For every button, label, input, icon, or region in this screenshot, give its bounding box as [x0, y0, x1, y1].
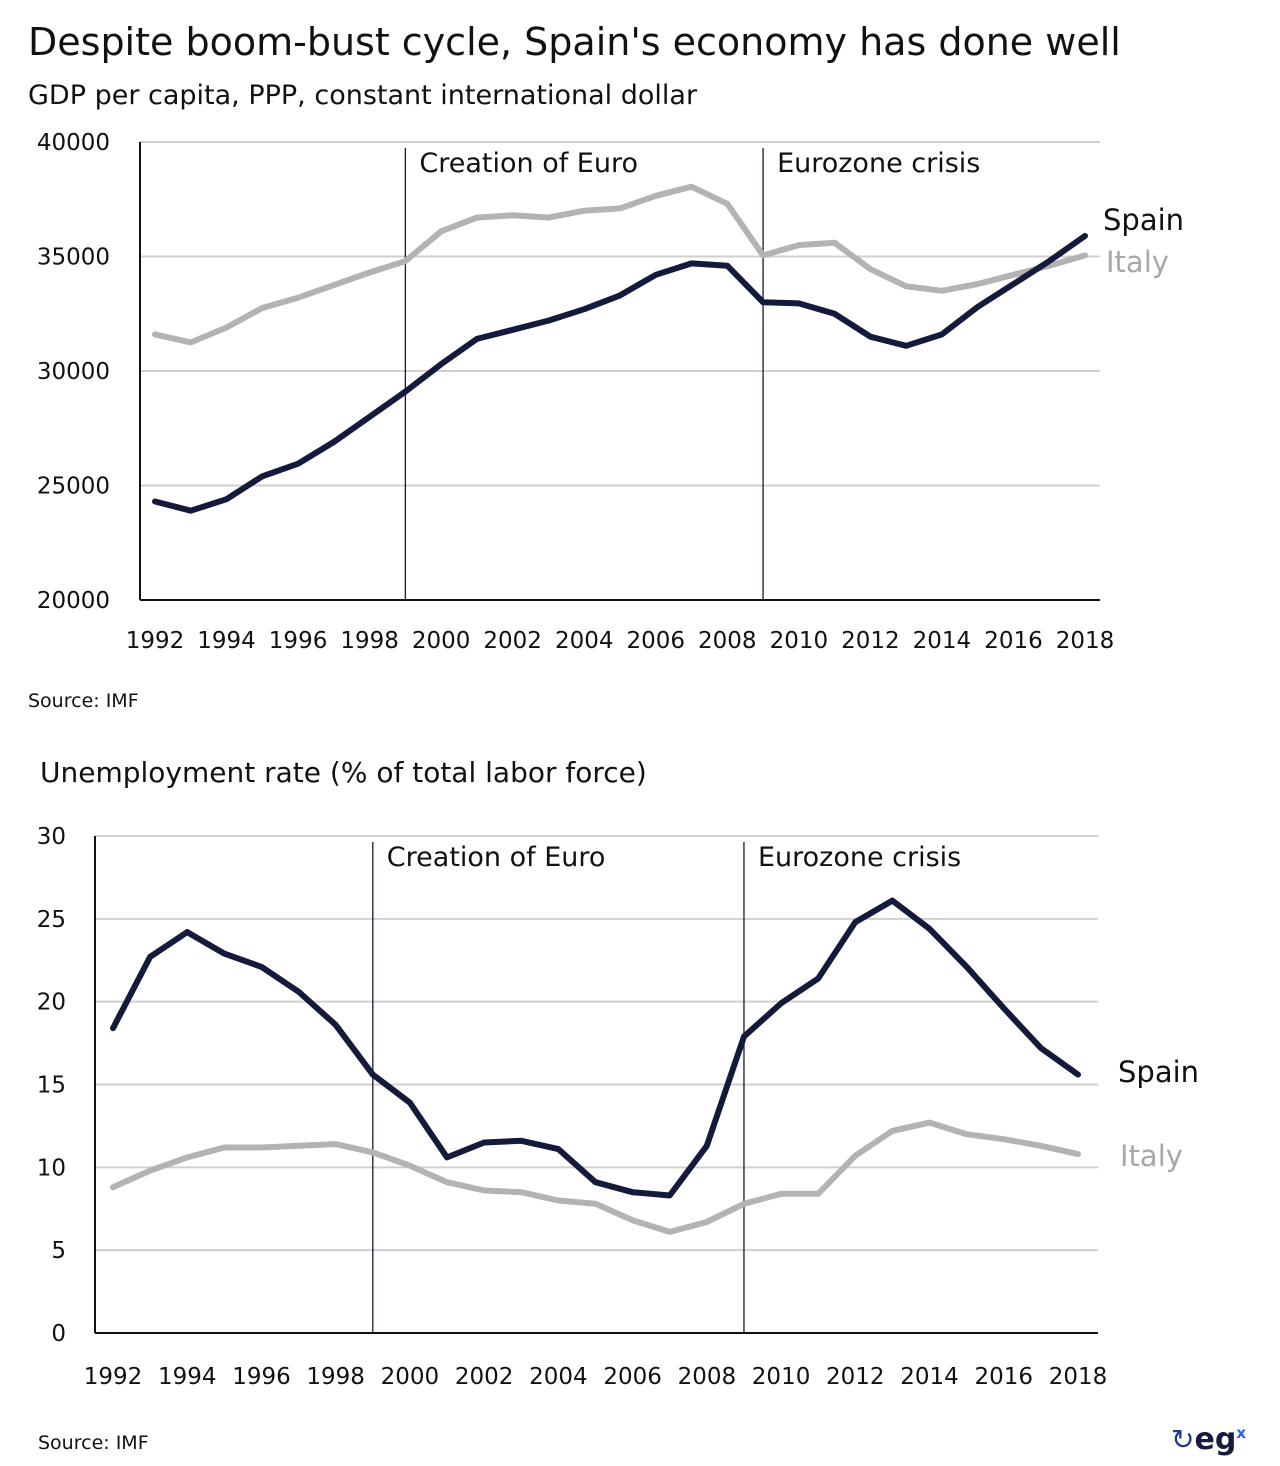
x-tick-label: 1992 — [126, 628, 185, 654]
x-tick-label: 2004 — [529, 1364, 588, 1390]
logo-superscript: x — [1236, 1424, 1246, 1442]
x-tick-label: 1996 — [269, 628, 328, 654]
series-label-spain: Spain — [1118, 1055, 1199, 1089]
y-tick-label: 35000 — [37, 245, 110, 271]
y-tick-label: 10 — [37, 1155, 66, 1181]
x-tick-label: 2004 — [555, 628, 614, 654]
x-tick-label: 2014 — [900, 1364, 959, 1390]
annotation-label: Eurozone crisis — [777, 148, 980, 179]
x-tick-label: 1998 — [306, 1364, 365, 1390]
y-tick-label: 30 — [37, 824, 66, 850]
x-tick-label: 2014 — [913, 628, 972, 654]
brand-logo: ↻ eg x — [1171, 1422, 1246, 1457]
logo-text: eg — [1194, 1422, 1237, 1457]
y-tick-label: 25 — [37, 907, 66, 933]
series-label-italy: Italy — [1120, 1139, 1183, 1173]
y-tick-label: 25000 — [37, 474, 110, 500]
annotation-label: Eurozone crisis — [758, 842, 961, 873]
series-line-spain — [152, 232, 1088, 514]
chart1-source: Source: IMF — [28, 690, 139, 712]
chart2-title: Unemployment rate (% of total labor forc… — [40, 756, 647, 789]
x-tick-label: 2010 — [770, 628, 829, 654]
x-tick-label: 2002 — [483, 628, 542, 654]
x-tick-label: 1996 — [232, 1364, 291, 1390]
x-tick-label: 2018 — [1049, 1364, 1108, 1390]
x-tick-label: 2006 — [626, 628, 685, 654]
x-tick-label: 2016 — [984, 628, 1043, 654]
unemployment-chart: 0 5 10 15 20 25 30 1992 1994 1996 1998 2000 2002 2004… — [37, 824, 1199, 1390]
series-line-spain — [110, 897, 1081, 1199]
x-tick-label: 2008 — [698, 628, 757, 654]
y-tick-label: 5 — [51, 1238, 66, 1264]
x-tick-label: 1994 — [158, 1364, 217, 1390]
series-label-spain: Spain — [1103, 203, 1184, 237]
page-title: Despite boom-bust cycle, Spain's economy… — [28, 20, 1121, 64]
x-tick-label: 2000 — [412, 628, 471, 654]
x-tick-label: 2002 — [455, 1364, 514, 1390]
x-tick-label: 1998 — [340, 628, 399, 654]
x-tick-label: 2006 — [603, 1364, 662, 1390]
y-tick-label: 20000 — [37, 588, 110, 614]
gdp-chart: 20000 25000 30000 35000 40000 1992 1994 1996 199… — [37, 130, 1184, 654]
y-tick-label: 40000 — [37, 130, 110, 156]
series-line-italy — [152, 183, 1088, 346]
series-label-italy: Italy — [1106, 245, 1169, 279]
q-swirl-icon: ↻ — [1171, 1423, 1195, 1456]
x-tick-label: 2012 — [841, 628, 900, 654]
x-tick-label: 2016 — [974, 1364, 1033, 1390]
x-tick-label: 1994 — [197, 628, 256, 654]
x-tick-label: 2010 — [752, 1364, 811, 1390]
y-tick-label: 30000 — [37, 359, 110, 385]
chart1-title: GDP per capita, PPP, constant internatio… — [28, 80, 698, 111]
y-tick-label: 0 — [51, 1321, 66, 1347]
series-line-italy — [110, 1119, 1081, 1235]
y-tick-label: 20 — [37, 990, 66, 1016]
x-tick-label: 2008 — [678, 1364, 737, 1390]
x-tick-label: 1992 — [84, 1364, 143, 1390]
x-tick-label: 2012 — [826, 1364, 885, 1390]
x-tick-label: 2018 — [1056, 628, 1115, 654]
x-tick-label: 2000 — [381, 1364, 440, 1390]
y-tick-label: 15 — [37, 1073, 66, 1099]
annotation-label: Creation of Euro — [387, 842, 606, 873]
chart2-source: Source: IMF — [38, 1432, 149, 1454]
annotation-label: Creation of Euro — [419, 148, 638, 179]
